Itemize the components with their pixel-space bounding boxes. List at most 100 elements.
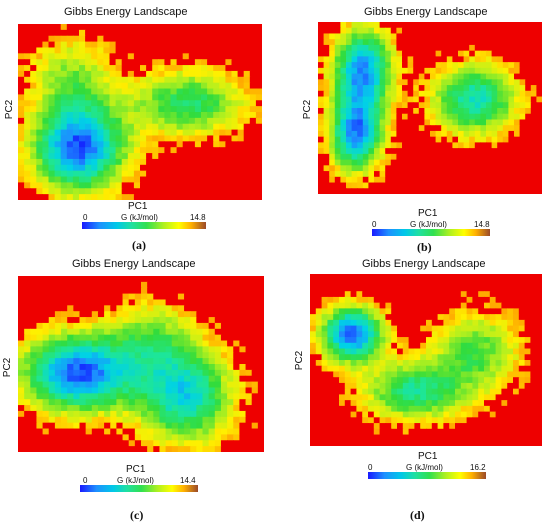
heatmap-cell [413, 27, 420, 35]
heatmap-cell [196, 399, 204, 406]
heatmap-cell [507, 417, 514, 424]
heatmap-cell [315, 302, 323, 309]
heatmap-cell [66, 94, 74, 101]
heatmap-cell [207, 65, 214, 72]
heatmap-cell [486, 56, 493, 63]
heatmap-cell [374, 182, 381, 189]
heatmap-cell [194, 147, 202, 154]
heatmap-cell [190, 293, 197, 301]
heatmap-cell [525, 102, 532, 109]
heatmap-cell [441, 33, 448, 40]
heatmap-cell [208, 287, 216, 295]
heatmap-cell [362, 113, 369, 121]
heatmap-cell [430, 125, 437, 132]
heatmap-cell [152, 59, 159, 66]
heatmap-cell [414, 342, 421, 350]
heatmap-cell [227, 334, 234, 342]
heatmap-cell [30, 276, 38, 283]
heatmap-cell [407, 142, 414, 149]
heatmap-cell [484, 319, 491, 327]
heatmap-cell [127, 106, 135, 113]
heatmap-cell [30, 340, 38, 347]
heatmap-cell [202, 311, 210, 318]
heatmap-cell [182, 112, 190, 119]
heatmap-cell [54, 100, 62, 107]
heatmap-cell [486, 62, 493, 69]
heatmap-cell [414, 423, 421, 430]
heatmap-cell [356, 434, 363, 441]
heatmap-cell [188, 24, 196, 31]
heatmap-cell [463, 33, 470, 40]
heatmap-cell [357, 22, 364, 29]
heatmap-cell [188, 53, 196, 60]
heatmap-cell [214, 340, 222, 347]
heatmap-cell [373, 296, 381, 304]
heatmap-cell [219, 176, 226, 183]
heatmap-cell [54, 164, 62, 172]
heatmap-cell [507, 337, 514, 344]
heatmap-cell [356, 428, 363, 436]
heatmap-cell [407, 176, 414, 184]
heatmap-cell [257, 422, 264, 430]
heatmap-cell [116, 381, 124, 389]
heatmap-cell [30, 112, 37, 119]
heatmap-cell [321, 360, 328, 367]
heatmap-cell [413, 159, 420, 166]
heatmap-cell [97, 53, 104, 60]
heatmap-cell [227, 387, 234, 394]
heatmap-cell [402, 171, 409, 178]
heatmap-cell [177, 410, 185, 418]
heatmap-cell [61, 428, 68, 435]
heatmap-cell [91, 317, 99, 324]
heatmap-cell [122, 352, 130, 359]
heatmap-cell [346, 67, 353, 75]
heatmap-cell [201, 176, 208, 183]
heatmap-cell [257, 410, 264, 418]
heatmap-cell [524, 291, 531, 298]
heatmap-cell [158, 53, 165, 60]
heatmap-cell [91, 70, 98, 78]
heatmap-cell [315, 377, 323, 384]
heatmap-cell [443, 331, 450, 338]
heatmap-cell [315, 394, 323, 401]
heatmap-cell [474, 27, 481, 35]
heatmap-cell [239, 328, 247, 336]
heatmap-cell [501, 342, 508, 350]
heatmap-cell [368, 102, 375, 109]
heatmap-cell [109, 135, 117, 142]
heatmap-cell [466, 394, 473, 401]
heatmap-cell [396, 39, 403, 46]
heatmap-cell [79, 123, 86, 131]
heatmap-cell [310, 428, 317, 436]
heatmap-cell [171, 422, 179, 430]
heatmap-cell [213, 41, 220, 49]
heatmap-cell [480, 113, 487, 121]
heatmap-cell [374, 188, 381, 194]
heatmap-cell [362, 302, 369, 309]
heatmap-cell [188, 88, 196, 95]
heatmap-cell [188, 164, 196, 172]
heatmap-cell [449, 440, 456, 446]
heatmap-cell [346, 85, 353, 92]
heatmap-cell [18, 428, 25, 435]
heatmap-cell [79, 147, 86, 154]
heatmap-cell [134, 334, 142, 342]
heatmap-cell [103, 65, 111, 72]
heatmap-cell [18, 194, 25, 200]
heatmap-cell [402, 394, 410, 401]
heatmap-cell [385, 148, 392, 155]
heatmap-cell [472, 411, 479, 418]
heatmap-cell [536, 319, 542, 327]
heatmap-cell [356, 394, 363, 401]
heatmap-cell [184, 381, 191, 389]
heatmap-cell [152, 158, 159, 166]
heatmap-cell [390, 79, 397, 86]
heatmap-cell [519, 182, 526, 189]
heatmap-cell [190, 305, 197, 312]
heatmap-cell [362, 39, 369, 46]
heatmap-cell [489, 279, 497, 287]
heatmap-cell [346, 22, 353, 29]
heatmap-cell [339, 434, 346, 441]
heatmap-cell [170, 29, 178, 37]
heatmap-cell [141, 440, 148, 447]
